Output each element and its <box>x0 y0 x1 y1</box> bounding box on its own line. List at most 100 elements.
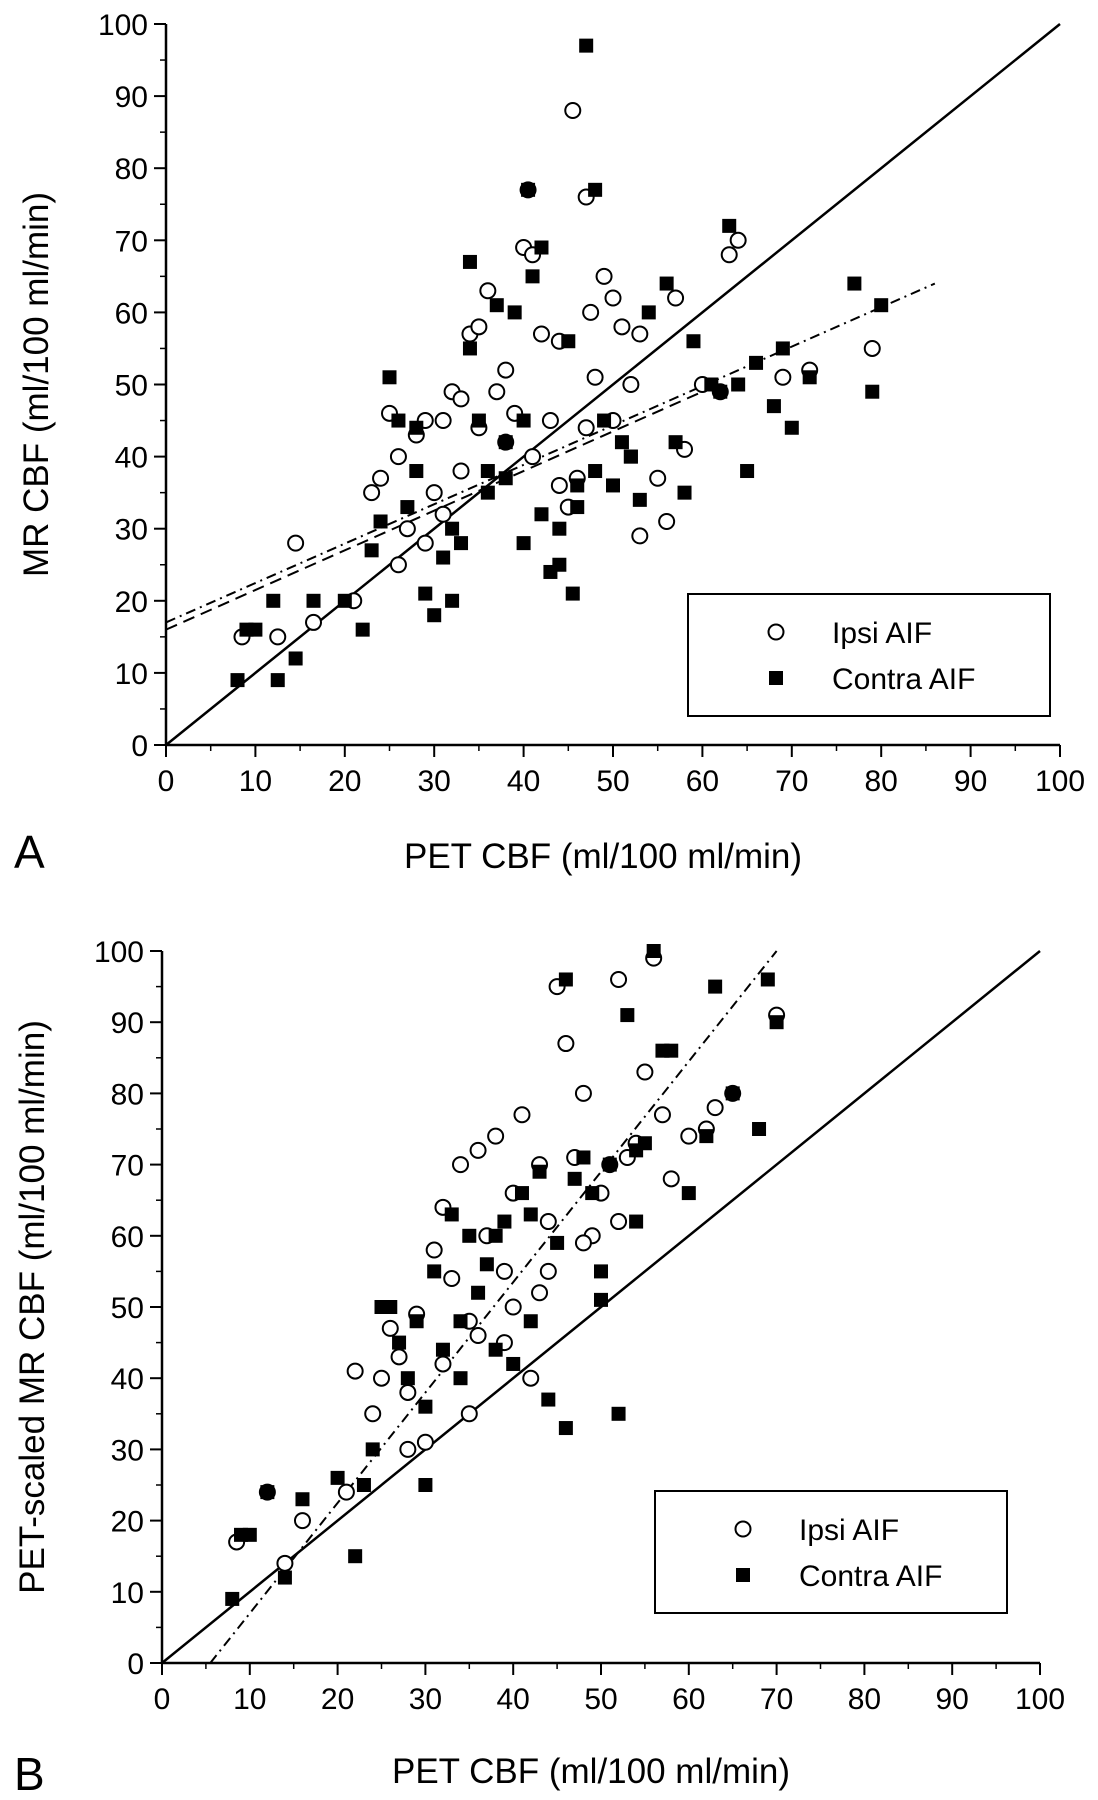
ipsi-aif-point <box>276 1554 294 1572</box>
contra-aif-point <box>740 464 755 479</box>
ipsi-aif-point <box>305 613 323 631</box>
contra-aif-point <box>585 1186 600 1201</box>
contra-aif-point <box>594 1264 608 1279</box>
ipsi-aif-point <box>550 476 568 494</box>
contra-aif-point <box>427 608 442 623</box>
y-tick-label: 70 <box>111 1150 144 1183</box>
ipsi-aif-point <box>416 1433 434 1451</box>
panel-b-y-axis-label: PET-scaled MR CBF (ml/100 ml/min) <box>13 1020 52 1594</box>
ipsi-aif-point <box>434 412 452 430</box>
contra-aif-point <box>664 1043 679 1058</box>
contra-aif-point <box>623 449 638 464</box>
panel-a-axes: 0 10 20 30 40 50 60 70 80 90 100 0 10 20 30 40 50 60 70 80 9… <box>98 9 1085 798</box>
ipsi-aif-point <box>363 484 381 502</box>
y-tick-label: 0 <box>127 1648 144 1681</box>
ipsi-aif-point <box>574 1084 592 1102</box>
contra-aif-point <box>507 305 522 320</box>
contra-aif-point <box>523 1314 538 1329</box>
y-tick-label: 50 <box>111 1292 144 1325</box>
contra-aif-point <box>874 298 889 313</box>
ipsi-aif-point <box>495 1262 513 1280</box>
panel-a-y-axis-label: MR CBF (ml/100 ml/min) <box>17 192 56 577</box>
x-tick-label: 70 <box>760 1683 793 1716</box>
x-tick-label: 50 <box>584 1683 617 1716</box>
ipsi-aif-point <box>774 368 792 386</box>
contra-aif-point <box>356 1478 371 1492</box>
contra-aif-point <box>629 1143 644 1158</box>
ipsi-aif-point <box>541 412 559 430</box>
y-tick-label: 90 <box>115 81 148 114</box>
legend-contra-marker <box>769 671 783 685</box>
ipsi-aif-point <box>346 1362 364 1380</box>
ipsi-aif-point <box>658 512 676 530</box>
contra-aif-point <box>382 370 397 385</box>
contra-aif-point <box>277 1570 292 1585</box>
contra-aif-point <box>409 1314 424 1329</box>
contra-aif-point <box>588 182 603 197</box>
contra-aif-point <box>488 1228 503 1243</box>
contra-aif-point <box>266 593 281 608</box>
contra-aif-point <box>713 384 728 399</box>
contra-aif-point <box>668 435 683 450</box>
panel-b-axes: 0 10 20 30 40 50 60 70 80 90 100 0 10 20 30 40 50 60 70 80 9… <box>94 936 1065 1716</box>
ipsi-aif-point <box>863 339 881 357</box>
ipsi-aif-point <box>504 1298 522 1316</box>
panel-a-legend: Ipsi AIF Contra AIF <box>687 593 1051 717</box>
y-tick-label: 40 <box>111 1363 144 1396</box>
contra-aif-point <box>681 1186 696 1201</box>
panel-b-label: B <box>14 1748 45 1800</box>
contra-aif-point <box>471 1285 486 1300</box>
contra-aif-point <box>579 38 594 53</box>
ipsi-aif-point <box>434 505 452 523</box>
legend-ipsi-marker <box>734 1520 752 1538</box>
contra-aif-point <box>541 1392 556 1407</box>
ipsi-aif-point <box>557 1035 575 1053</box>
panel-b-x-axis-label: PET CBF (ml/100 ml/min) <box>392 1752 790 1791</box>
legend-ipsi-marker <box>767 623 785 641</box>
ipsi-aif-point <box>610 970 628 988</box>
ipsi-aif-point <box>720 246 738 264</box>
contra-aif-point <box>462 1228 477 1243</box>
ipsi-aif-point <box>706 1099 724 1117</box>
contra-aif-point <box>532 1164 547 1179</box>
contra-aif-point <box>766 399 781 414</box>
ipsi-aif-point <box>337 1483 355 1501</box>
legend-contra-label: Contra AIF <box>799 1560 942 1593</box>
y-tick-label: 10 <box>115 658 148 691</box>
ipsi-aif-point <box>452 390 470 408</box>
open-circle-icon <box>767 623 785 641</box>
x-tick-label: 60 <box>686 765 719 798</box>
x-tick-label: 90 <box>954 765 987 798</box>
open-circle-icon <box>734 1520 752 1538</box>
x-tick-label: 30 <box>409 1683 442 1716</box>
contra-aif-point <box>445 593 460 608</box>
panel-a-points <box>230 38 889 688</box>
ipsi-aif-point <box>539 1213 557 1231</box>
ipsi-aif-point <box>564 102 582 120</box>
x-tick-label: 80 <box>865 765 898 798</box>
x-tick-label: 20 <box>328 765 361 798</box>
ipsi-aif-point <box>522 1369 540 1387</box>
identity-line <box>161 950 1041 1664</box>
ipsi-aif-point <box>373 1369 390 1387</box>
ipsi-aif-point <box>372 469 390 487</box>
ipsi-aif-point <box>470 318 488 336</box>
ipsi-aif-point <box>389 448 407 466</box>
y-tick-label: 90 <box>111 1007 144 1040</box>
contra-aif-point <box>225 1591 240 1606</box>
contra-aif-point <box>418 1478 433 1492</box>
x-tick-label: 10 <box>233 1683 266 1716</box>
contra-aif-point <box>454 536 469 551</box>
ipsi-aif-point <box>399 1383 417 1401</box>
contra-aif-point <box>488 1342 503 1357</box>
contra-aif-point <box>288 651 303 666</box>
contra-aif-point <box>480 485 495 500</box>
ipsi-aif-point <box>479 282 497 300</box>
ipsi-aif-point <box>636 1063 654 1081</box>
contra-aif-point <box>355 622 370 637</box>
contra-aif-point <box>391 413 406 428</box>
contra-aif-point <box>775 341 790 356</box>
ipsi-aif-point <box>539 1262 557 1280</box>
contra-aif-point <box>435 1342 450 1357</box>
x-tick-label: 0 <box>158 765 175 798</box>
